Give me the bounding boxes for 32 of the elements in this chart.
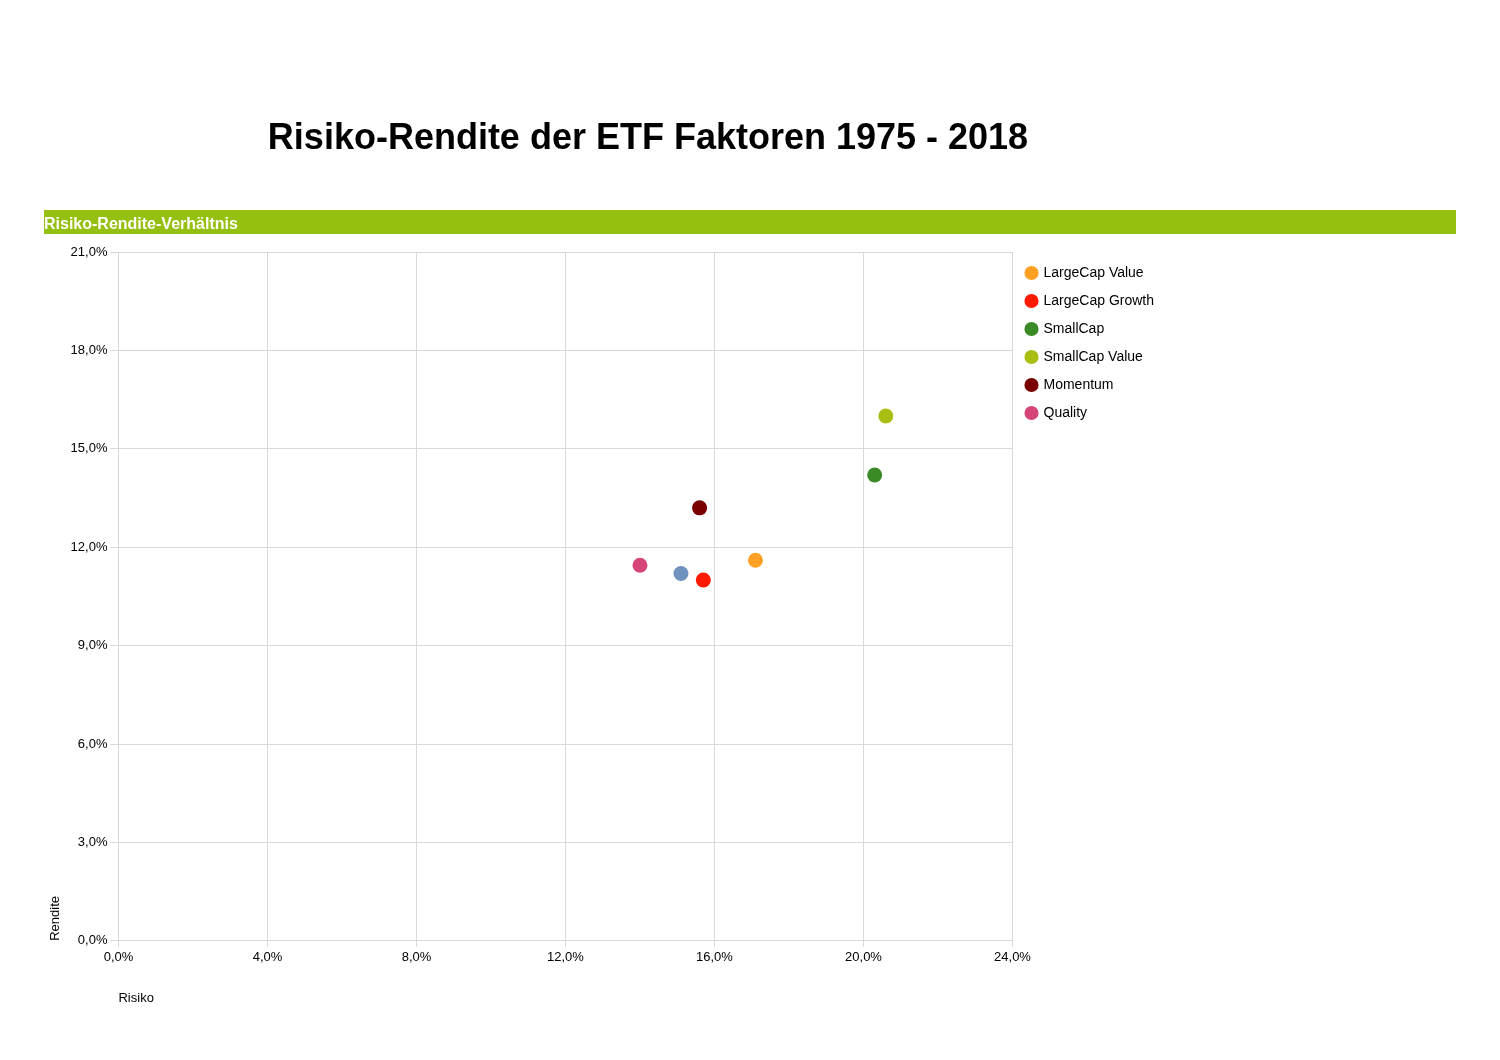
y-tick-label: 15,0% bbox=[70, 440, 108, 456]
point bbox=[878, 408, 894, 424]
legend-label: LargeCap Value bbox=[1043, 263, 1144, 280]
point bbox=[692, 500, 708, 516]
legend-label: SmallCap bbox=[1043, 319, 1105, 336]
y-tick-label: 0,0% bbox=[77, 932, 108, 948]
x-tick-label: 4,0% bbox=[252, 949, 283, 965]
y-tick-label: 3,0% bbox=[77, 833, 108, 849]
x-tick-label: 24,0% bbox=[994, 949, 1032, 965]
point bbox=[695, 572, 711, 588]
legend-label: LargeCap Growth bbox=[1043, 291, 1155, 308]
chart-subtitle: Risiko-Rendite-Verhältnis bbox=[44, 210, 1456, 234]
x-tick-label: 16,0% bbox=[696, 949, 734, 965]
legend-label: SmallCap Value bbox=[1043, 347, 1144, 364]
y-tick-label: 12,0% bbox=[70, 538, 108, 554]
y-tick-label: 9,0% bbox=[77, 637, 108, 653]
y-tick-label: 6,0% bbox=[77, 735, 108, 751]
x-axis-title: Risiko bbox=[118, 989, 154, 1005]
x-tick-label: 20,0% bbox=[845, 949, 883, 965]
chart-title: Risiko-Rendite der ETF Faktoren 1975 - 2018 bbox=[266, 116, 1030, 158]
x-tick-label: 8,0% bbox=[401, 949, 432, 965]
legend-label: Quality bbox=[1043, 403, 1088, 420]
x-tick-label: 0,0% bbox=[103, 949, 134, 965]
point bbox=[673, 565, 689, 581]
point bbox=[867, 467, 883, 483]
point bbox=[747, 552, 763, 568]
legend-label: Momentum bbox=[1043, 375, 1114, 392]
y-tick-label: 21,0% bbox=[70, 243, 108, 259]
y-tick-label: 18,0% bbox=[70, 341, 108, 357]
point bbox=[632, 557, 648, 573]
x-tick-label: 12,0% bbox=[547, 949, 585, 965]
y-axis-title: Rendite bbox=[47, 895, 63, 941]
